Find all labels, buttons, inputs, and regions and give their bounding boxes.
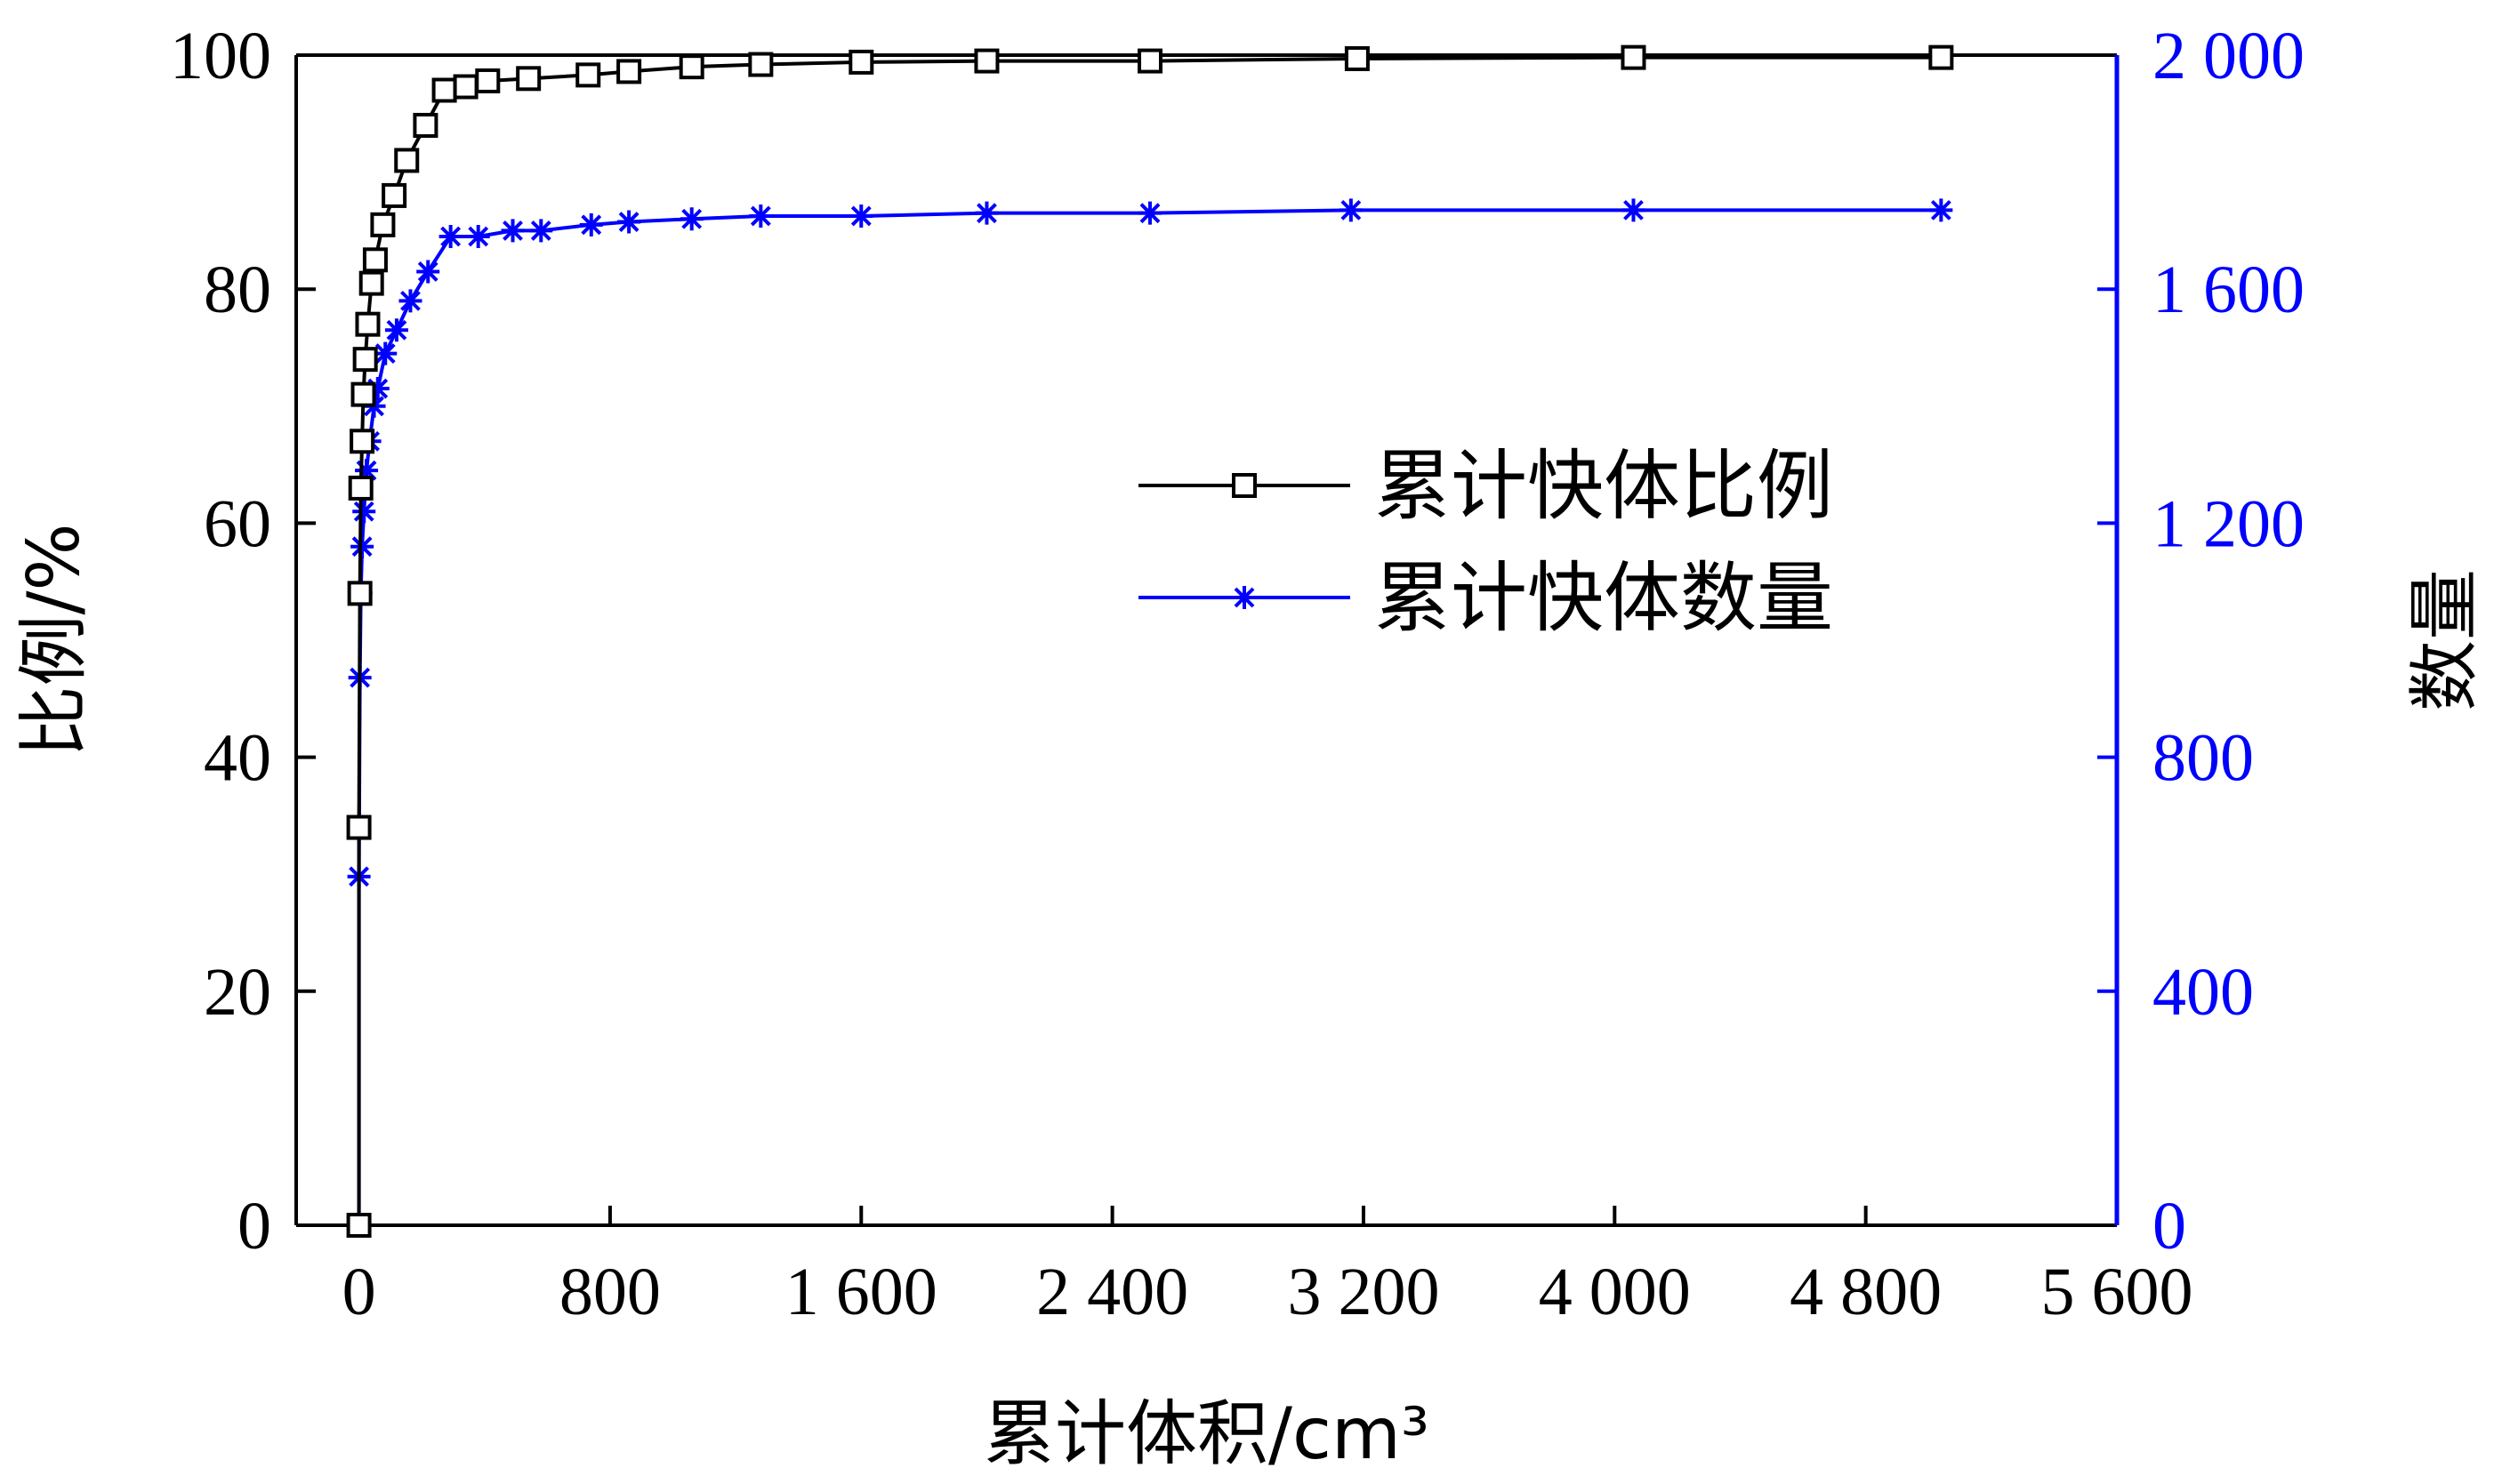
- data-point: [453, 74, 479, 100]
- data-point: [384, 318, 408, 342]
- legend-label: 累计快体数量: [1374, 554, 1833, 643]
- series-ratio: [346, 44, 1954, 1238]
- y-right-tick-label: 1 600: [2152, 253, 2305, 327]
- y-left-tick-label: 40: [204, 721, 271, 796]
- data-point: [1344, 45, 1370, 71]
- x-tick-label: 1 600: [785, 1255, 937, 1329]
- data-point: [350, 381, 376, 407]
- data-point: [413, 112, 438, 138]
- data-point: [1621, 198, 1645, 222]
- data-point: [398, 289, 422, 313]
- data-point: [352, 347, 378, 373]
- data-point: [370, 212, 396, 237]
- data-point: [416, 260, 440, 284]
- data-point: [680, 207, 704, 231]
- data-point: [374, 341, 398, 365]
- y-right-tick-label: 800: [2152, 721, 2254, 796]
- y-right-tick-label: 0: [2152, 1189, 2186, 1263]
- data-point: [1928, 44, 1954, 70]
- data-point: [501, 219, 525, 243]
- series-count: [347, 198, 1953, 1237]
- data-point: [362, 247, 388, 273]
- data-point: [394, 148, 420, 173]
- data-point: [475, 68, 501, 93]
- y-right-tick-label: 400: [2152, 955, 2254, 1030]
- data-point: [748, 52, 774, 77]
- data-point: [347, 581, 373, 606]
- series-layer: [346, 44, 1954, 1238]
- legend-label: 累计快体比例: [1374, 442, 1833, 531]
- x-tick-label: 4 800: [1790, 1255, 1942, 1329]
- data-point: [350, 429, 375, 454]
- y-right-tick-label: 1 200: [2152, 486, 2305, 561]
- y-left-tick-label: 0: [237, 1189, 271, 1263]
- legend-marker: [1232, 473, 1257, 498]
- data-point: [575, 62, 601, 88]
- y-right-tick-label: 2 000: [2152, 19, 2305, 93]
- data-point: [1137, 48, 1163, 74]
- series-line: [357, 208, 1942, 1225]
- data-point: [579, 213, 603, 237]
- data-point: [431, 77, 457, 103]
- y-left-tick-label: 100: [170, 19, 271, 93]
- series-line: [357, 55, 1942, 1225]
- data-point: [616, 59, 642, 84]
- x-tick-label: 0: [342, 1255, 376, 1329]
- data-point: [358, 270, 384, 296]
- x-tick-label: 3 200: [1287, 1255, 1439, 1329]
- data-point: [352, 500, 376, 524]
- data-point: [350, 534, 374, 558]
- data-point: [1138, 201, 1162, 225]
- data-point: [355, 459, 379, 483]
- data-point: [348, 475, 374, 501]
- data-point: [355, 311, 381, 337]
- data-point: [679, 54, 704, 80]
- x-tick-label: 2 400: [1036, 1255, 1188, 1329]
- data-point: [1621, 44, 1646, 70]
- legend-marker: [1233, 586, 1256, 609]
- x-tick-label: 5 600: [2041, 1255, 2193, 1329]
- data-point: [346, 814, 372, 840]
- y-right-axis-title: 数量: [2403, 569, 2486, 711]
- data-point: [382, 182, 407, 208]
- data-point: [438, 224, 463, 248]
- data-point: [749, 204, 773, 228]
- data-point: [974, 48, 1000, 74]
- data-point: [849, 49, 874, 75]
- data-point: [516, 66, 542, 92]
- data-point: [617, 210, 641, 234]
- y-left-tick-label: 60: [204, 486, 271, 561]
- x-tick-label: 4 000: [1539, 1255, 1691, 1329]
- axes: [294, 53, 2120, 1227]
- y-left-axis-title: 比例/%: [12, 524, 95, 758]
- data-point: [529, 219, 553, 243]
- y-left-tick-label: 80: [204, 253, 271, 327]
- data-point: [1929, 198, 1953, 222]
- data-point: [849, 204, 873, 228]
- data-point: [346, 1213, 372, 1238]
- data-point: [1339, 198, 1363, 222]
- x-tick-label: 800: [559, 1255, 661, 1329]
- data-point: [975, 201, 999, 225]
- data-point: [466, 224, 490, 248]
- y-left-tick-label: 20: [204, 955, 271, 1030]
- x-axis-title: 累计体积/cm³: [984, 1392, 1429, 1475]
- axis-labels: 0 800 1 600 2 400 3 200 4 000 4 800 5 600020406…: [12, 19, 2486, 1475]
- data-point: [366, 377, 390, 401]
